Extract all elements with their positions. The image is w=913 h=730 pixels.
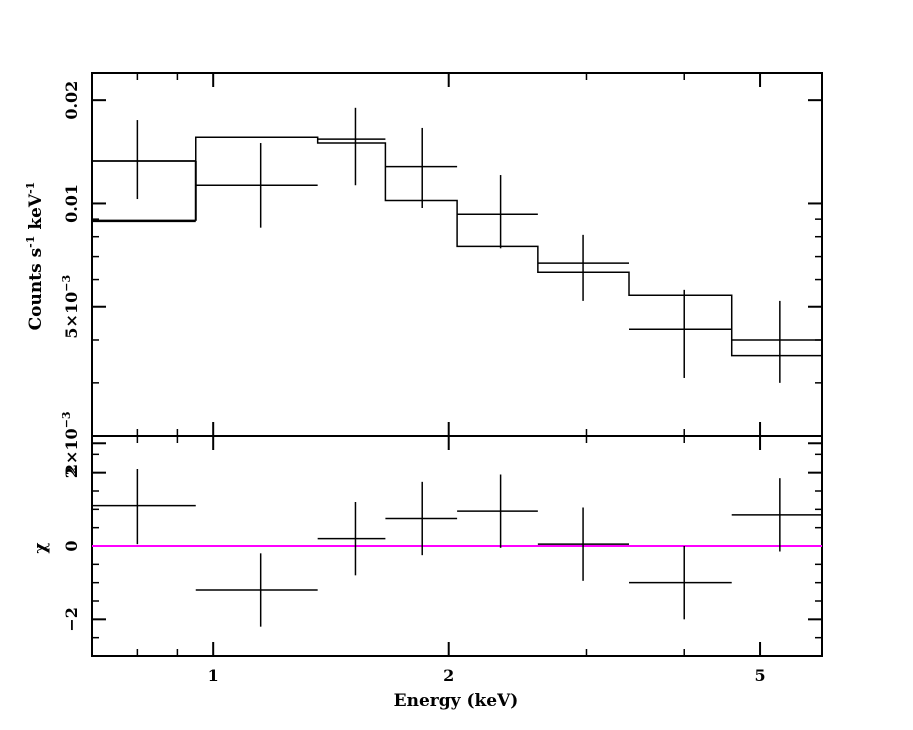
y-axis-title-counts: Counts s-1 keV-1 bbox=[24, 182, 46, 331]
data-point bbox=[457, 175, 538, 249]
x-tick-label: 1 bbox=[208, 666, 219, 685]
residual-point bbox=[457, 474, 538, 548]
x-tick-label: 2 bbox=[443, 666, 454, 685]
data-point bbox=[629, 289, 732, 378]
data-series bbox=[92, 107, 822, 383]
y-tick-label: 0 bbox=[62, 540, 81, 551]
top-panel-y-tick-labels: 0.020.015×10−32×10−3 bbox=[60, 81, 81, 475]
y-axis-title-exp1: -1 bbox=[24, 236, 37, 248]
top-panel-major-ticks bbox=[92, 73, 822, 445]
bottom-panel: 2 0 −2 1 2 5 χ Energy (keV) bbox=[31, 435, 823, 711]
bottom-panel-minor-ticks bbox=[91, 435, 823, 657]
y-tick-label-mantissa: 5×10 bbox=[62, 292, 81, 339]
data-point bbox=[317, 107, 386, 186]
y-tick-label: 2 bbox=[62, 467, 81, 478]
data-point bbox=[731, 300, 822, 383]
x-axis-title: Energy (keV) bbox=[394, 691, 519, 711]
residual-series bbox=[92, 469, 822, 627]
y-tick-label-mantissa: 2×10 bbox=[62, 428, 81, 475]
x-tick-labels: 1 2 5 bbox=[208, 666, 766, 685]
residual-point bbox=[629, 546, 732, 620]
y-tick-label-exponent: −3 bbox=[60, 411, 73, 428]
residual-point bbox=[731, 478, 822, 552]
y-tick-label: −2 bbox=[62, 607, 81, 632]
y-axis-title-exp2: -1 bbox=[24, 182, 37, 194]
bottom-panel-y-tick-labels: 2 0 −2 bbox=[62, 467, 81, 632]
data-point bbox=[537, 234, 630, 301]
y-tick-label: 0.02 bbox=[62, 81, 81, 120]
residual-point bbox=[385, 481, 458, 556]
top-panel: 0.020.015×10−32×10−3 Counts s-1 keV-1 bbox=[24, 72, 823, 475]
y-axis-title-counts-part: Counts s bbox=[26, 248, 46, 331]
data-point bbox=[195, 143, 318, 228]
y-tick-label: 0.01 bbox=[62, 184, 81, 223]
residual-point bbox=[317, 502, 386, 576]
top-panel-minor-ticks bbox=[91, 73, 823, 436]
model-step-line bbox=[92, 136, 822, 357]
residual-point bbox=[92, 469, 196, 545]
top-panel-frame bbox=[91, 72, 823, 437]
residual-point bbox=[537, 507, 630, 581]
residual-point bbox=[195, 553, 318, 627]
data-point bbox=[92, 120, 196, 200]
y-tick-label-exponent: −3 bbox=[60, 275, 73, 292]
y-tick-label: 2×10−3 bbox=[60, 411, 81, 475]
data-point bbox=[385, 127, 458, 208]
y-axis-title-kev-part: keV bbox=[26, 193, 46, 236]
model-series bbox=[92, 136, 822, 357]
y-axis-title-chi: χ bbox=[31, 542, 51, 553]
x-tick-label: 5 bbox=[754, 666, 765, 685]
y-tick-label: 5×10−3 bbox=[60, 275, 81, 339]
